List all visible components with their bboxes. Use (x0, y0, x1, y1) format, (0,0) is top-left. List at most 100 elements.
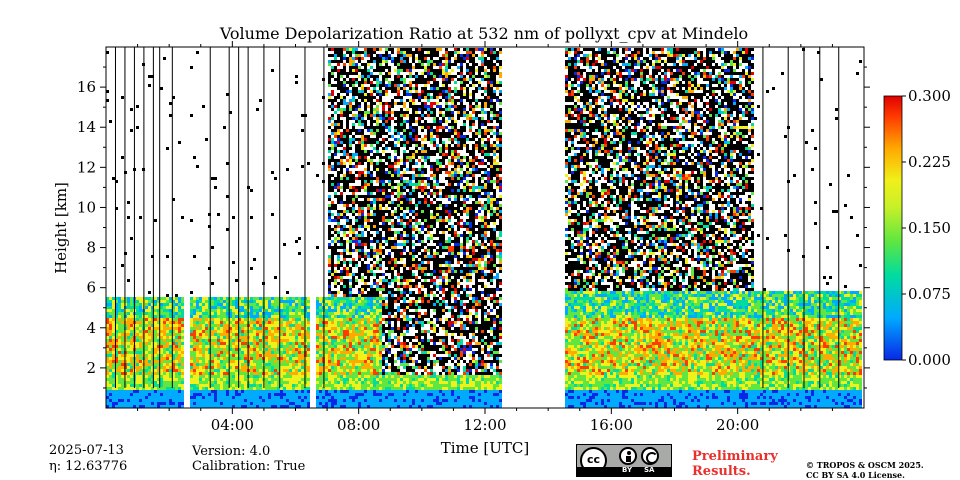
heatmap-cell (160, 318, 163, 321)
heatmap-cell (331, 276, 334, 279)
heatmap-cell (394, 378, 397, 381)
heatmap-cell (331, 129, 334, 132)
heatmap-cell (301, 357, 304, 360)
heatmap-cell (334, 84, 337, 87)
heatmap-cell (370, 375, 373, 378)
heatmap-cell (325, 303, 328, 306)
heatmap-cell (226, 360, 229, 363)
heatmap-cell (358, 321, 361, 324)
heatmap-cell (331, 159, 334, 162)
heatmap-cell (109, 381, 112, 384)
heatmap-cell (388, 297, 391, 300)
heatmap-cell (394, 195, 397, 198)
heatmap-cell (361, 84, 364, 87)
heatmap-cell (289, 378, 292, 381)
heatmap-cell (340, 309, 343, 312)
heatmap-cell (235, 402, 238, 405)
heatmap-cell (274, 342, 277, 345)
heatmap-cell (352, 237, 355, 240)
heatmap-cell (280, 372, 283, 375)
heatmap-cell (328, 138, 331, 141)
heatmap-cell (364, 309, 367, 312)
heatmap-cell (337, 105, 340, 108)
heatmap-cell (337, 366, 340, 369)
heatmap-cell (394, 210, 397, 213)
heatmap-cell (106, 336, 109, 339)
heatmap-cell (253, 339, 256, 342)
heatmap-cell (388, 336, 391, 339)
heatmap-cell (352, 306, 355, 309)
heatmap-cell (328, 324, 331, 327)
heatmap-cell (319, 324, 322, 327)
heatmap-cell (343, 261, 346, 264)
heatmap-cell (367, 174, 370, 177)
heatmap-cell (334, 99, 337, 102)
heatmap-cell (337, 252, 340, 255)
heatmap-cell (370, 306, 373, 309)
heatmap-cell (223, 336, 226, 339)
heatmap-cell (376, 66, 379, 69)
heatmap-cell (190, 336, 193, 339)
heatmap-cell (283, 396, 286, 399)
heatmap-cell (358, 231, 361, 234)
heatmap-cell (154, 345, 157, 348)
heatmap-cell (253, 366, 256, 369)
heatmap-cell (340, 324, 343, 327)
heatmap-cell (178, 399, 181, 402)
heatmap-cell (331, 207, 334, 210)
heatmap-cell (211, 336, 214, 339)
heatmap-cell (130, 384, 133, 387)
heatmap-cell (268, 354, 271, 357)
heatmap-cell (373, 273, 376, 276)
heatmap-cell (337, 135, 340, 138)
heatmap-cell (220, 327, 223, 330)
heatmap-cell (364, 120, 367, 123)
heatmap-cell (169, 402, 172, 405)
heatmap-cell (169, 339, 172, 342)
heatmap-cell (382, 309, 385, 312)
heatmap-cell (298, 336, 301, 339)
heatmap-cell (334, 393, 337, 396)
heatmap-cell (244, 363, 247, 366)
heatmap-cell (265, 390, 268, 393)
heatmap-cell (367, 345, 370, 348)
heatmap-cell (337, 309, 340, 312)
heatmap-cell (397, 198, 400, 201)
heatmap-cell (157, 345, 160, 348)
heatmap-cell (256, 345, 259, 348)
heatmap-cell (283, 351, 286, 354)
heatmap-cell (265, 303, 268, 306)
heatmap-cell (334, 192, 337, 195)
heatmap-cell (292, 336, 295, 339)
heatmap-cell (349, 198, 352, 201)
heatmap-cell (358, 129, 361, 132)
heatmap-cell (364, 105, 367, 108)
heatmap-cell (388, 174, 391, 177)
heatmap-cell (337, 87, 340, 90)
heatmap-cell (154, 336, 157, 339)
heatmap-cell (319, 333, 322, 336)
heatmap-cell (358, 345, 361, 348)
heatmap-cell (292, 318, 295, 321)
heatmap-cell (289, 351, 292, 354)
heatmap-cell (286, 366, 289, 369)
heatmap-cell (352, 78, 355, 81)
heatmap-cell (328, 147, 331, 150)
heatmap-cell (367, 354, 370, 357)
heatmap-cell (319, 327, 322, 330)
heatmap-cell (385, 51, 388, 54)
heatmap-cell (352, 234, 355, 237)
heatmap-cell (358, 390, 361, 393)
heatmap-cell (388, 327, 391, 330)
heatmap-cell (130, 348, 133, 351)
heatmap-cell (373, 366, 376, 369)
heatmap-cell (367, 99, 370, 102)
heatmap-cell (256, 303, 259, 306)
heatmap-cell (394, 63, 397, 66)
heatmap-cell (214, 381, 217, 384)
heatmap-cell (238, 318, 241, 321)
heatmap-cell (229, 399, 232, 402)
heatmap-cell (367, 114, 370, 117)
heatmap-cell (136, 366, 139, 369)
heatmap-cell (361, 366, 364, 369)
